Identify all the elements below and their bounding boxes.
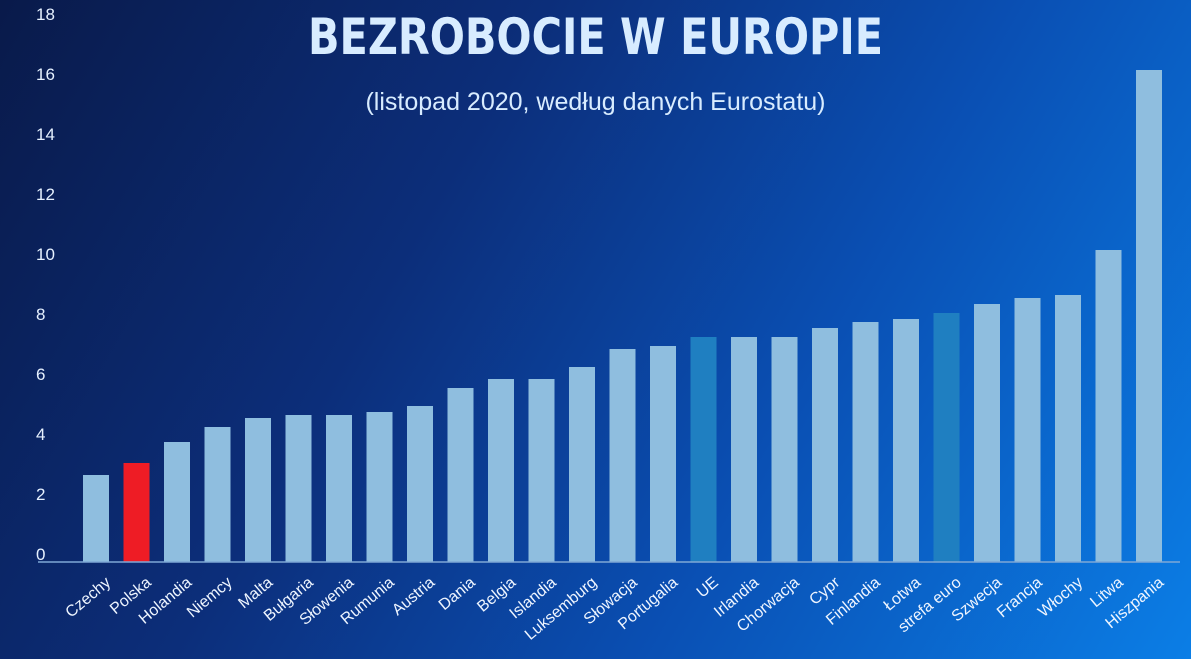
x-tick-label: Francja	[994, 574, 1046, 621]
bar-bułgaria	[285, 415, 312, 562]
bar-irlandia	[731, 337, 757, 562]
bar-słowenia	[326, 415, 352, 562]
y-tick-label: 0	[36, 545, 45, 564]
bar-finlandia	[852, 322, 879, 562]
x-tick-label: Dania	[436, 574, 479, 614]
x-tick-label: UE	[694, 574, 722, 601]
bar-rumunia	[366, 412, 393, 562]
y-tick-label: 10	[36, 245, 55, 264]
bar-czechy	[83, 475, 109, 562]
y-tick-label: 6	[36, 365, 45, 384]
bar-holandia	[164, 442, 190, 562]
bar-chorwacja	[771, 337, 798, 562]
bar-austria	[407, 406, 433, 562]
bar-belgia	[488, 379, 514, 562]
y-tick-label: 12	[36, 185, 55, 204]
bar-łotwa	[893, 319, 919, 562]
bars	[83, 70, 1162, 562]
x-tick-label: Niemcy	[184, 574, 236, 621]
bar-ue	[690, 337, 717, 562]
bar-hiszpania	[1136, 70, 1162, 562]
bar-polska	[123, 463, 150, 562]
bar-szwecja	[974, 304, 1000, 562]
bar-islandia	[528, 379, 555, 562]
bar-francja	[1014, 298, 1041, 562]
bar-włochy	[1055, 295, 1081, 562]
y-tick-label: 4	[36, 425, 45, 444]
x-tick-label: Czechy	[62, 574, 114, 621]
bar-niemcy	[204, 427, 231, 562]
bar-luksemburg	[569, 367, 595, 562]
bar-strefa-euro	[933, 313, 960, 562]
bar-litwa	[1095, 250, 1122, 562]
y-tick-label: 2	[36, 485, 45, 504]
x-tick-label: Austria	[389, 574, 438, 619]
bar-dania	[447, 388, 474, 562]
y-tick-label: 14	[36, 125, 55, 144]
chart-title: BEZROBOCIE W EUROPIE	[308, 8, 883, 66]
y-tick-label: 16	[36, 65, 55, 84]
y-axis: 0 2 4 6 8 10 12 14 16 18	[36, 5, 55, 564]
bar-słowacja	[609, 349, 636, 562]
y-tick-label: 8	[36, 305, 45, 324]
bar-malta	[245, 418, 271, 562]
y-tick-label: 18	[36, 5, 55, 24]
chart-subtitle: (listopad 2020, według danych Eurostatu)	[365, 88, 826, 116]
bar-portugalia	[650, 346, 676, 562]
x-tick-label: Włochy	[1035, 574, 1086, 621]
bar-cypr	[812, 328, 838, 562]
